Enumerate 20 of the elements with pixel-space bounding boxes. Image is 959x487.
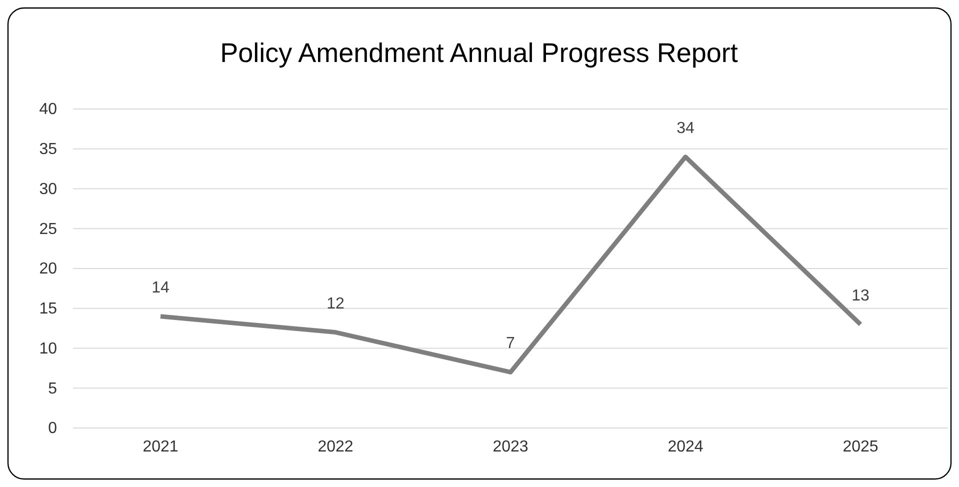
y-tick-label: 35 [39, 140, 58, 158]
x-tick-label: 2023 [492, 438, 528, 456]
y-tick-label: 30 [39, 180, 58, 198]
y-tick-label: 15 [39, 300, 58, 318]
data-label: 34 [676, 120, 694, 137]
y-tick-label: 20 [39, 260, 58, 278]
y-tick-label: 40 [39, 101, 58, 118]
y-tick-label: 10 [39, 340, 58, 358]
x-tick-label: 2025 [842, 438, 878, 456]
data-label: 7 [506, 335, 516, 352]
x-tick-label: 2021 [142, 438, 178, 456]
chart-title: Policy Amendment Annual Progress Report [220, 38, 738, 68]
y-tick-label: 0 [48, 420, 58, 438]
data-label: 13 [852, 287, 870, 304]
x-tick-label: 2022 [318, 438, 354, 456]
data-label: 14 [152, 279, 170, 296]
y-tick-label: 5 [48, 380, 58, 398]
data-label: 12 [326, 295, 344, 312]
x-tick-label: 2024 [668, 438, 704, 456]
y-tick-label: 25 [39, 220, 58, 238]
